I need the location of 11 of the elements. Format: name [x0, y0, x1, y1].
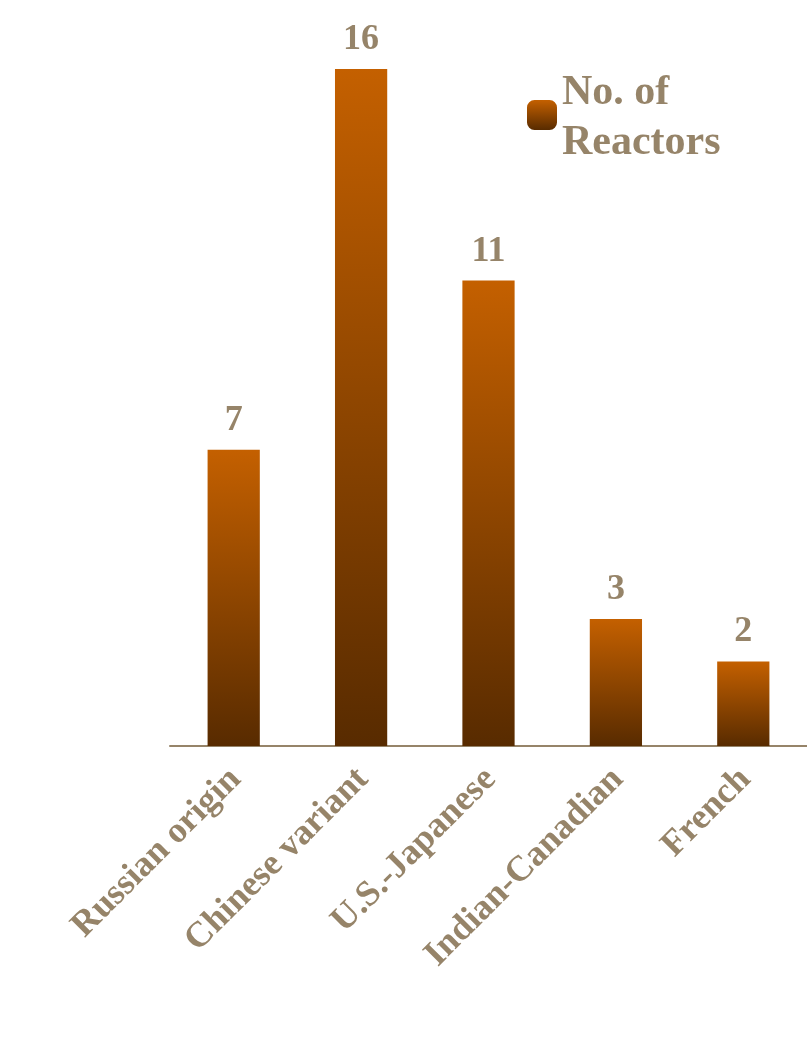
data-label: 11 [471, 228, 506, 269]
bar [462, 280, 515, 746]
bar [717, 661, 770, 746]
legend-label: No. of Reactors [562, 67, 721, 163]
bar [334, 69, 388, 746]
data-label: 2 [734, 609, 753, 650]
data-label: 16 [343, 17, 380, 57]
bar [589, 619, 643, 746]
data-label: 3 [606, 567, 625, 608]
data-label: 7 [224, 397, 243, 438]
bar [207, 449, 260, 746]
